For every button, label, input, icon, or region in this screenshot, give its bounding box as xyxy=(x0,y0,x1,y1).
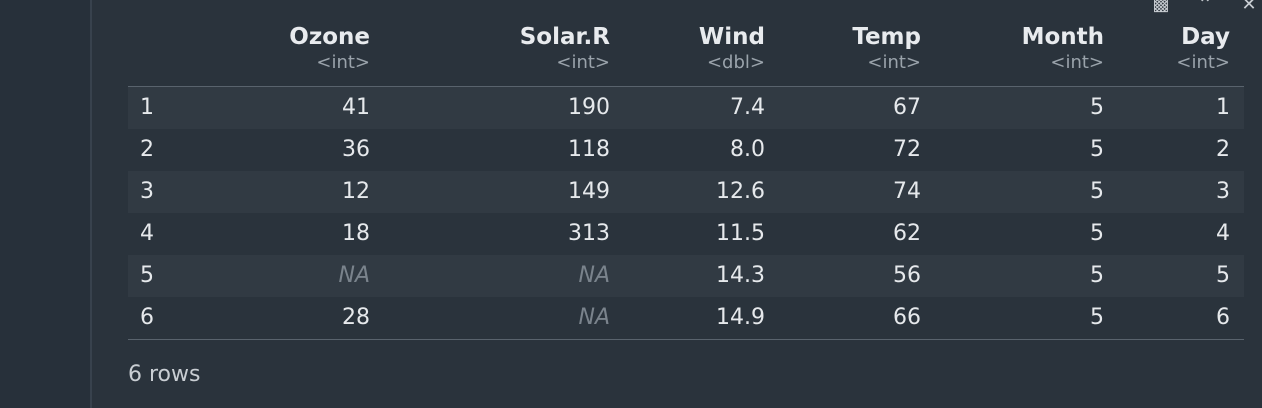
cell-month: 5 xyxy=(1090,221,1104,246)
column-type: <int> xyxy=(1050,52,1104,73)
cell-temp: 74 xyxy=(893,179,921,204)
row-name: 4 xyxy=(140,221,154,246)
cell-ozone: 41 xyxy=(342,95,370,120)
column-header-month[interactable]: Month <int> xyxy=(1022,22,1104,74)
table-row: 4 18 313 11.5 62 5 4 xyxy=(128,213,1244,255)
column-type: <dbl> xyxy=(706,52,765,73)
cell-wind: 8.0 xyxy=(730,137,765,162)
cell-wind: 14.3 xyxy=(716,263,765,288)
row-count-label: 6 rows xyxy=(128,362,201,387)
cell-day: 4 xyxy=(1216,221,1230,246)
table-body: 1 41 190 7.4 67 5 1 2 36 118 8.0 72 5 2 … xyxy=(128,87,1244,339)
cell-day: 5 xyxy=(1216,263,1230,288)
column-name: Temp xyxy=(852,24,921,50)
collapse-icon[interactable]: ⌃ xyxy=(1197,0,1213,15)
cell-temp: 56 xyxy=(893,263,921,288)
cell-solar-r: 149 xyxy=(568,179,610,204)
row-name: 1 xyxy=(140,95,154,120)
output-toolbar: ▩ ⌃ ✕ xyxy=(1148,0,1262,15)
cell-solar-r: 118 xyxy=(568,137,610,162)
table-header: Ozone <int> Solar.R <int> Wind <dbl> Tem… xyxy=(128,22,1244,87)
cell-solar-r: 190 xyxy=(568,95,610,120)
cell-ozone: 12 xyxy=(342,179,370,204)
row-name: 6 xyxy=(140,305,154,330)
column-type: <int> xyxy=(867,52,921,73)
cell-day: 2 xyxy=(1216,137,1230,162)
column-name: Solar.R xyxy=(519,24,610,50)
column-header-wind[interactable]: Wind <dbl> xyxy=(699,22,765,74)
table-row: 5 NA NA 14.3 56 5 5 xyxy=(128,255,1244,297)
cell-day: 1 xyxy=(1216,95,1230,120)
cell-ozone: 28 xyxy=(342,305,370,330)
cell-solar-r: NA xyxy=(578,263,610,288)
table-bottom-divider xyxy=(128,339,1244,340)
cell-month: 5 xyxy=(1090,179,1104,204)
row-name: 2 xyxy=(140,137,154,162)
data-frame-output-panel: ▩ ⌃ ✕ Ozone <int> Solar.R <int> Wind <db… xyxy=(92,0,1262,408)
cell-month: 5 xyxy=(1090,95,1104,120)
table-row: 3 12 149 12.6 74 5 3 xyxy=(128,171,1244,213)
cell-wind: 12.6 xyxy=(716,179,765,204)
cell-ozone: 18 xyxy=(342,221,370,246)
close-icon[interactable]: ✕ xyxy=(1241,0,1257,15)
cell-day: 6 xyxy=(1216,305,1230,330)
cell-temp: 72 xyxy=(893,137,921,162)
table-row: 2 36 118 8.0 72 5 2 xyxy=(128,129,1244,171)
column-name: Wind xyxy=(698,24,765,50)
cell-ozone: NA xyxy=(338,263,370,288)
column-name: Month xyxy=(1021,24,1104,50)
editor-gutter xyxy=(0,0,92,408)
cell-temp: 67 xyxy=(893,95,921,120)
column-header-ozone[interactable]: Ozone <int> xyxy=(289,22,370,74)
cell-wind: 7.4 xyxy=(730,95,765,120)
column-type: <int> xyxy=(316,52,370,73)
pop-out-icon[interactable]: ▩ xyxy=(1152,0,1170,15)
row-name: 3 xyxy=(140,179,154,204)
column-type: <int> xyxy=(556,52,610,73)
table-row: 1 41 190 7.4 67 5 1 xyxy=(128,87,1244,129)
column-header-day[interactable]: Day <int> xyxy=(1176,22,1230,74)
cell-month: 5 xyxy=(1090,305,1104,330)
cell-month: 5 xyxy=(1090,263,1104,288)
column-name: Day xyxy=(1181,24,1230,50)
column-header-temp[interactable]: Temp <int> xyxy=(852,22,921,74)
cell-day: 3 xyxy=(1216,179,1230,204)
cell-solar-r: 313 xyxy=(568,221,610,246)
cell-temp: 66 xyxy=(893,305,921,330)
column-name: Ozone xyxy=(289,24,370,50)
cell-ozone: 36 xyxy=(342,137,370,162)
row-name: 5 xyxy=(140,263,154,288)
column-header-solar-r[interactable]: Solar.R <int> xyxy=(520,22,610,74)
cell-temp: 62 xyxy=(893,221,921,246)
cell-solar-r: NA xyxy=(578,305,610,330)
table-row: 6 28 NA 14.9 66 5 6 xyxy=(128,297,1244,339)
cell-month: 5 xyxy=(1090,137,1104,162)
cell-wind: 11.5 xyxy=(716,221,765,246)
data-table: Ozone <int> Solar.R <int> Wind <dbl> Tem… xyxy=(128,22,1244,340)
cell-wind: 14.9 xyxy=(716,305,765,330)
column-type: <int> xyxy=(1176,52,1230,73)
